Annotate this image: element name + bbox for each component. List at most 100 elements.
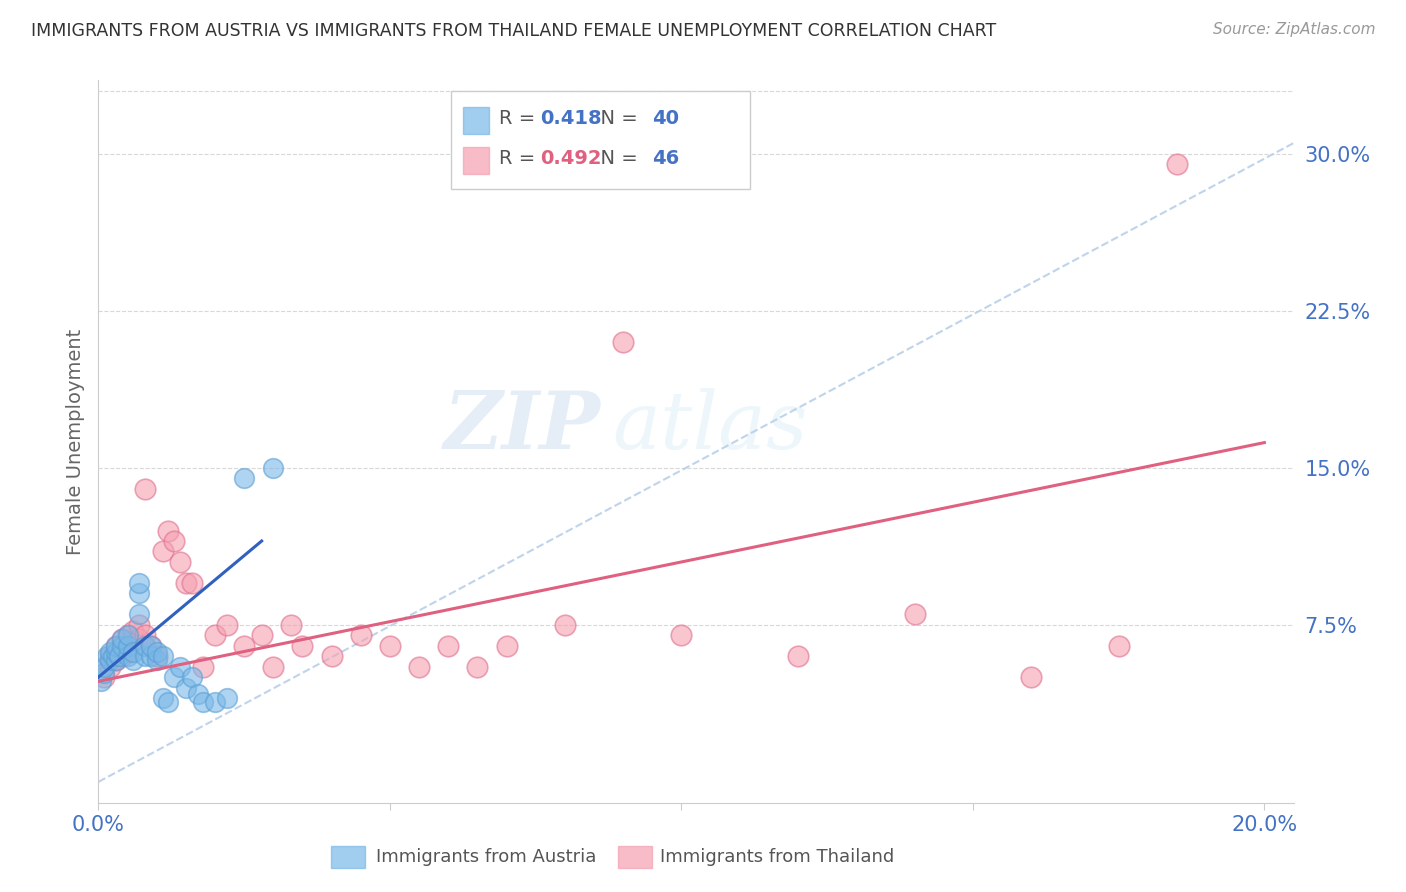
Point — [104, 639, 127, 653]
Point — [787, 649, 810, 664]
Point — [122, 639, 145, 653]
Bar — [619, 847, 652, 868]
Point — [90, 674, 112, 689]
Text: 0.418: 0.418 — [541, 109, 602, 128]
Point — [437, 639, 460, 653]
Point — [101, 649, 124, 664]
Point — [180, 575, 202, 590]
Point — [104, 653, 127, 667]
Point — [495, 639, 517, 653]
Y-axis label: Female Unemployment: Female Unemployment — [66, 328, 84, 555]
Point — [96, 649, 118, 664]
Text: Immigrants from Austria: Immigrants from Austria — [375, 848, 596, 866]
Point — [1166, 157, 1188, 171]
Point — [117, 628, 139, 642]
Point — [139, 649, 162, 664]
Point — [193, 695, 215, 709]
Point — [111, 649, 134, 664]
Point — [128, 632, 150, 647]
Point — [117, 649, 139, 664]
Point — [215, 617, 238, 632]
Point — [408, 659, 430, 673]
Point — [122, 624, 145, 638]
Bar — [463, 147, 489, 174]
Text: Source: ZipAtlas.com: Source: ZipAtlas.com — [1212, 22, 1375, 37]
Point — [612, 334, 634, 349]
Text: 46: 46 — [652, 149, 679, 168]
Point — [157, 524, 180, 538]
Point — [139, 639, 162, 653]
Point — [1019, 670, 1042, 684]
Point — [108, 649, 131, 664]
Point — [122, 653, 145, 667]
Point — [128, 607, 150, 622]
Point — [117, 628, 139, 642]
Point — [93, 665, 115, 680]
Point — [152, 649, 174, 664]
Text: IMMIGRANTS FROM AUSTRIA VS IMMIGRANTS FROM THAILAND FEMALE UNEMPLOYMENT CORRELAT: IMMIGRANTS FROM AUSTRIA VS IMMIGRANTS FR… — [31, 22, 997, 40]
Point — [671, 628, 693, 642]
Point — [215, 691, 238, 706]
Point — [204, 628, 226, 642]
Point — [378, 639, 401, 653]
Point — [111, 632, 134, 647]
Point — [152, 691, 174, 706]
Point — [93, 659, 115, 673]
FancyBboxPatch shape — [451, 91, 749, 189]
Point — [250, 628, 273, 642]
Point — [145, 645, 167, 659]
Point — [98, 653, 121, 667]
Point — [321, 649, 343, 664]
Text: R =: R = — [499, 149, 541, 168]
Point — [104, 645, 127, 659]
Text: 40: 40 — [652, 109, 679, 128]
Text: R =: R = — [499, 109, 541, 128]
Point — [93, 670, 115, 684]
Point — [104, 639, 127, 653]
Point — [554, 617, 576, 632]
Point — [180, 670, 202, 684]
Point — [134, 628, 156, 642]
Text: N =: N = — [589, 109, 644, 128]
Point — [128, 586, 150, 600]
Point — [157, 695, 180, 709]
Point — [111, 632, 134, 647]
Point — [262, 460, 284, 475]
Point — [134, 649, 156, 664]
Point — [98, 649, 121, 664]
Point — [128, 617, 150, 632]
Point — [98, 659, 121, 673]
Point — [111, 639, 134, 653]
Point — [233, 471, 256, 485]
Point — [104, 653, 127, 667]
Text: N =: N = — [589, 149, 644, 168]
Point — [169, 659, 191, 673]
Point — [174, 681, 197, 695]
Point — [193, 659, 215, 673]
Point — [163, 670, 186, 684]
Point — [262, 659, 284, 673]
Point — [1108, 639, 1130, 653]
Point — [174, 575, 197, 590]
Point — [280, 617, 302, 632]
Point — [134, 482, 156, 496]
Point — [233, 639, 256, 653]
Point — [145, 649, 167, 664]
Text: ZIP: ZIP — [443, 388, 600, 466]
Point — [169, 555, 191, 569]
Point — [145, 653, 167, 667]
Point — [128, 575, 150, 590]
Point — [204, 695, 226, 709]
Point — [134, 639, 156, 653]
Point — [163, 534, 186, 549]
Point — [291, 639, 314, 653]
Point — [903, 607, 925, 622]
Bar — [332, 847, 366, 868]
Text: 0.492: 0.492 — [541, 149, 602, 168]
Point — [350, 628, 373, 642]
Point — [152, 544, 174, 558]
Point — [122, 645, 145, 659]
Bar — [463, 107, 489, 135]
Point — [467, 659, 489, 673]
Point — [117, 639, 139, 653]
